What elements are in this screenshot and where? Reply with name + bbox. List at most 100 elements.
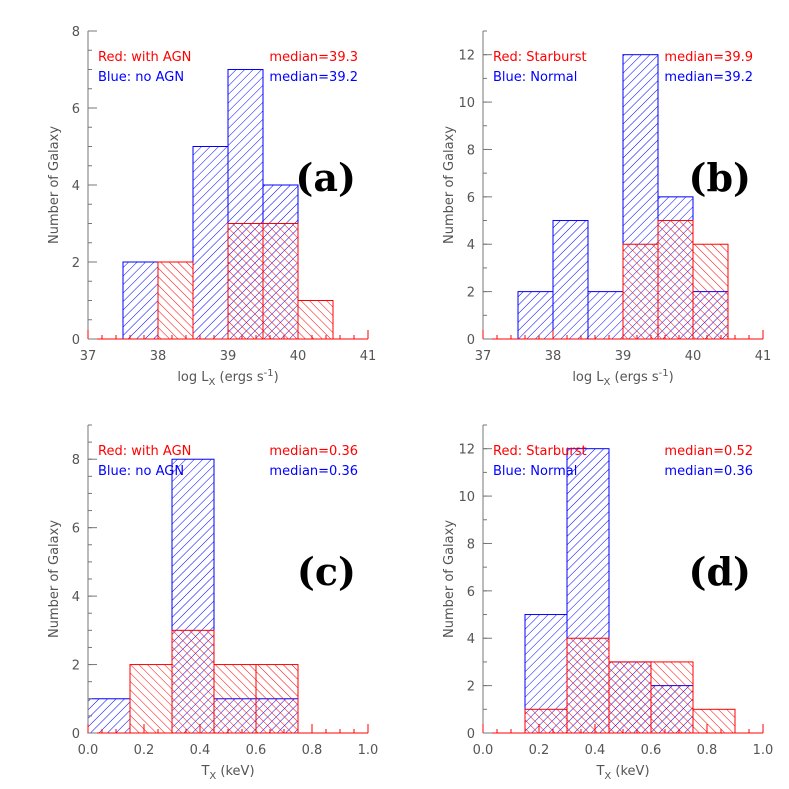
bar-blue-0-0.15 xyxy=(87,698,131,734)
y-tick-label: 6 xyxy=(72,102,80,117)
y-tick-label: 6 xyxy=(467,191,475,206)
x-tick-label: 0.4 xyxy=(190,743,211,758)
y-tick-label: 8 xyxy=(467,537,475,552)
bar-red-0.3-0.45 xyxy=(171,629,215,734)
x-tick-label: 0.0 xyxy=(473,743,494,758)
y-tick-label: 10 xyxy=(458,96,475,111)
bar-red-39-39.5 xyxy=(227,223,264,340)
x-tick-label: 1.0 xyxy=(358,743,379,758)
legend-red-label: Red: with AGN xyxy=(98,50,191,65)
y-tick-label: 0 xyxy=(467,727,475,742)
x-axis-label: log LX (ergs s-1) xyxy=(177,368,278,388)
x-tick-label: 0.6 xyxy=(246,743,267,758)
y-tick-label: 12 xyxy=(458,443,475,458)
y-tick-label: 8 xyxy=(72,453,80,468)
legend-blue-label: Blue: Normal xyxy=(493,70,577,85)
chart-panel-d: 0.0 0.2 0.4 0.6 0.8 1.0 0 2 4 6 8 10 12 Number of Gal… xyxy=(442,424,774,782)
x-tick-label: 0.2 xyxy=(134,743,155,758)
y-tick-label: 6 xyxy=(467,585,475,600)
y-tick-label: 0 xyxy=(72,727,80,742)
legend-blue-label: Blue: no AGN xyxy=(98,70,184,85)
y-axis-label: Number of Galaxy xyxy=(442,126,457,244)
y-axis-label: Number of Galaxy xyxy=(47,520,62,638)
x-tick-label: 41 xyxy=(360,349,377,364)
bar-blue-38.5-39 xyxy=(587,291,624,340)
y-tick-label: 2 xyxy=(467,680,475,695)
x-tick-label: 0.6 xyxy=(641,743,662,758)
y-tick-label: 4 xyxy=(72,179,80,194)
legend-blue-label: Blue: Normal xyxy=(493,464,577,479)
legend-blue-median: median=0.36 xyxy=(269,464,358,479)
legend-red-label: Red: Starburst xyxy=(493,50,587,65)
bar-red-0.75-0.9 xyxy=(692,708,736,734)
x-tick-label: 38 xyxy=(545,349,562,364)
x-axis-label: log LX (ergs s-1) xyxy=(572,368,673,388)
legend-red-median: median=0.36 xyxy=(269,444,358,459)
y-tick-label: 12 xyxy=(458,49,475,64)
panel-label: (d) xyxy=(688,549,751,594)
y-tick-label: 4 xyxy=(467,632,475,647)
legend-red-label: Red: Starburst xyxy=(493,444,587,459)
x-tick-label: 0.0 xyxy=(78,743,99,758)
x-tick-label: 39 xyxy=(220,349,237,364)
bar-red-39.5-40 xyxy=(262,223,299,340)
y-tick-label: 0 xyxy=(72,333,80,348)
legend-blue-median: median=39.2 xyxy=(664,70,753,85)
y-tick-label: 4 xyxy=(467,238,475,253)
bar-red-0.6-0.75 xyxy=(650,661,694,734)
bar-red-40-40.5 xyxy=(692,243,729,340)
x-tick-label: 1.0 xyxy=(753,743,774,758)
legend-red-median: median=39.9 xyxy=(664,50,753,65)
x-tick-label: 37 xyxy=(475,349,492,364)
y-tick-label: 4 xyxy=(72,590,80,605)
bar-red-38-38.5 xyxy=(157,261,194,340)
x-axis-label: TX (keV) xyxy=(200,764,254,782)
bar-blue-38-38.5 xyxy=(552,220,589,340)
bar-red-0.15-0.3 xyxy=(524,708,568,734)
chart-panel-b: 37 38 39 40 41 0 2 4 6 8 10 12 Number of Galaxy log L… xyxy=(442,30,772,388)
bar-red-0.6-0.75 xyxy=(255,664,299,734)
y-tick-label: 6 xyxy=(72,522,80,537)
bar-blue-37.5-38 xyxy=(517,291,554,340)
x-tick-label: 0.4 xyxy=(585,743,606,758)
legend-blue-label: Blue: no AGN xyxy=(98,464,184,479)
bar-blue-37.5-38 xyxy=(122,261,159,340)
y-tick-label: 10 xyxy=(458,490,475,505)
x-tick-label: 41 xyxy=(755,349,772,364)
bar-red-0.15-0.3 xyxy=(129,664,173,734)
y-tick-label: 2 xyxy=(72,659,80,674)
y-tick-label: 8 xyxy=(72,25,80,40)
x-tick-label: 0.8 xyxy=(302,743,323,758)
bar-blue-38.5-39 xyxy=(192,146,229,340)
y-tick-label: 0 xyxy=(467,333,475,348)
legend-red-label: Red: with AGN xyxy=(98,444,191,459)
legend-blue-median: median=39.2 xyxy=(269,70,358,85)
chart-panel-c: 0.0 0.2 0.4 0.6 0.8 1.0 0 2 4 6 8 Number of Galaxy T… xyxy=(47,424,379,782)
x-tick-label: 37 xyxy=(80,349,97,364)
y-tick-label: 2 xyxy=(467,286,475,301)
y-axis-label: Number of Galaxy xyxy=(442,520,457,638)
bar-red-0.3-0.45 xyxy=(566,637,610,734)
legend-blue-median: median=0.36 xyxy=(664,464,753,479)
bar-red-39-39.5 xyxy=(622,243,659,340)
bar-red-0.45-0.6 xyxy=(213,664,257,734)
legend-red-median: median=39.3 xyxy=(269,50,358,65)
y-axis-label: Number of Galaxy xyxy=(47,126,62,244)
chart-panel-a: 37 38 39 40 41 0 2 4 6 8 Number of Galaxy log LX (e… xyxy=(47,25,376,388)
y-tick-label: 2 xyxy=(72,256,80,271)
bar-red-0.45-0.6 xyxy=(608,661,652,734)
x-tick-label: 39 xyxy=(615,349,632,364)
bar-red-39.5-40 xyxy=(657,220,694,340)
x-tick-label: 0.8 xyxy=(697,743,718,758)
x-tick-label: 38 xyxy=(150,349,167,364)
panel-label: (a) xyxy=(295,155,356,200)
panel-label: (b) xyxy=(688,155,751,200)
panel-label: (c) xyxy=(297,549,356,594)
y-tick-label: 8 xyxy=(467,143,475,158)
bar-red-40-40.5 xyxy=(297,300,334,340)
x-axis-label: TX (keV) xyxy=(595,764,649,782)
legend-red-median: median=0.52 xyxy=(664,444,753,459)
x-tick-label: 40 xyxy=(685,349,702,364)
x-tick-label: 40 xyxy=(290,349,307,364)
